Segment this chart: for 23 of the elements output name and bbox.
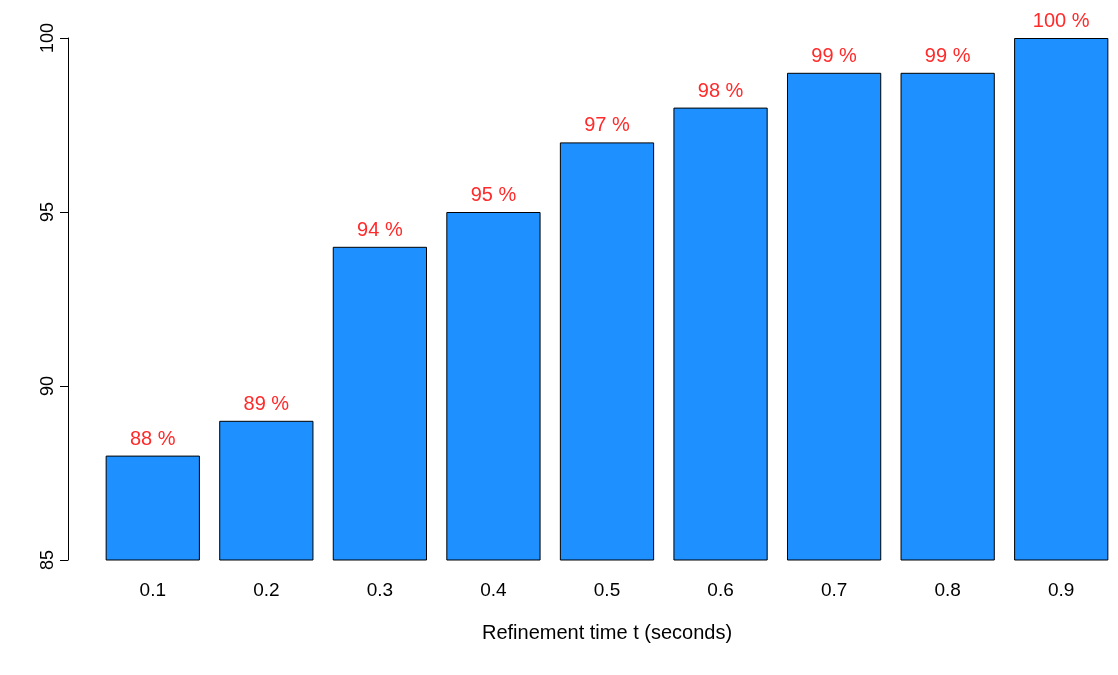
x-tick-label: 0.1 xyxy=(139,579,166,600)
data-label: 99 % xyxy=(811,43,858,66)
data-label: 88 % xyxy=(129,426,176,449)
x-tick-label: 0.9 xyxy=(1048,579,1075,600)
y-tick-label: 95 xyxy=(37,201,57,223)
data-label: 97 % xyxy=(584,113,631,136)
x-tick-label: 0.3 xyxy=(366,579,394,600)
data-label: 100 % xyxy=(1032,9,1090,31)
x-tick-label: 0.2 xyxy=(253,579,280,600)
y-tick-label: 90 xyxy=(37,375,57,397)
data-label: 95 % xyxy=(470,183,517,205)
x-tick-label: 0.6 xyxy=(707,579,734,600)
data-label: 99 % xyxy=(924,43,971,66)
x-tick-label: 0.5 xyxy=(593,579,621,600)
y-tick-label: 85 xyxy=(37,549,57,571)
x-axis-title: Refinement time t (seconds) xyxy=(481,621,733,643)
data-label: 89 % xyxy=(243,391,290,414)
data-label: 94 % xyxy=(357,217,403,240)
data-label: 98 % xyxy=(697,78,744,101)
x-tick-label: 0.4 xyxy=(480,579,508,600)
x-tick-label: 0.7 xyxy=(820,579,848,600)
y-tick-label: 100 xyxy=(37,22,57,54)
x-tick-label: 0.8 xyxy=(934,579,961,600)
